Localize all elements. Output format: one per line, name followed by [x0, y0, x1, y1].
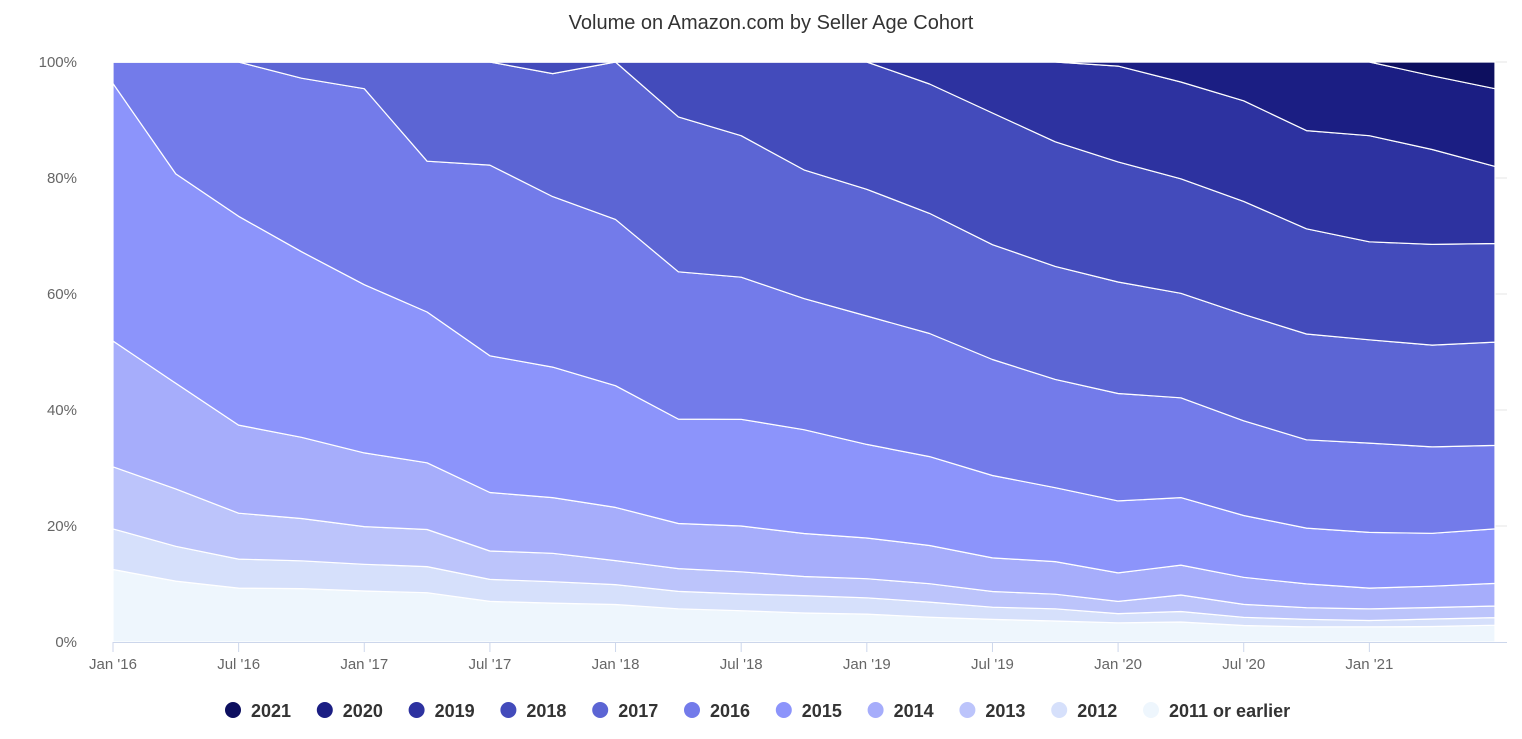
legend-item[interactable]: 2014	[867, 701, 934, 721]
x-tick-label: Jan '21	[1345, 656, 1393, 673]
x-tick-label: Jan '18	[592, 656, 640, 673]
legend-item[interactable]: 2017	[592, 701, 658, 721]
x-tick-label: Jul '18	[720, 656, 763, 673]
series-area-2021	[112, 61, 1496, 90]
legend-marker-2011-or-earlier	[1143, 702, 1159, 718]
legend-item[interactable]: 2013	[959, 701, 1025, 721]
legend-item[interactable]: 2012	[1051, 701, 1117, 721]
y-tick-label: 40%	[47, 402, 77, 419]
chart-title: Volume on Amazon.com by Seller Age Cohor…	[569, 12, 974, 34]
legend-marker-2012	[1051, 702, 1068, 718]
legend-marker-2020	[316, 702, 333, 718]
x-tick-label: Jan '20	[1094, 656, 1142, 673]
area-layer	[112, 61, 1496, 643]
legend-label: 2015	[802, 701, 842, 721]
legend-label: 2017	[618, 701, 658, 721]
x-tick-label: Jul '19	[971, 656, 1014, 673]
x-tick-label: Jul '16	[217, 656, 260, 673]
x-tick-label: Jul '20	[1222, 656, 1265, 673]
legend-item[interactable]: 2011 or earlier	[1143, 701, 1290, 721]
legend-marker-2014	[867, 702, 884, 718]
legend-label: 2020	[343, 701, 383, 721]
legend-label: 2013	[985, 701, 1025, 721]
legend-label: 2021	[251, 701, 291, 721]
x-tick-label: Jan '19	[843, 656, 891, 673]
legend-item[interactable]: 2018	[500, 701, 566, 721]
y-tick-label: 60%	[47, 286, 77, 303]
x-tick-label: Jan '17	[340, 656, 388, 673]
legend-marker-2016	[684, 702, 700, 718]
legend-marker-2018	[500, 702, 517, 718]
legend-item[interactable]: 2020	[316, 701, 383, 721]
x-tick-label: Jan '16	[89, 656, 137, 673]
legend-marker-2019	[408, 702, 425, 718]
legend-marker-2015	[775, 702, 792, 718]
legend-marker-2021	[225, 702, 241, 718]
legend-label: 2018	[526, 701, 566, 721]
y-tick-label: 20%	[47, 518, 77, 535]
legend-label: 2012	[1077, 701, 1117, 721]
legend-item[interactable]: 2021	[225, 701, 291, 721]
y-tick-label: 0%	[55, 634, 77, 651]
legend-label: 2011 or earlier	[1169, 701, 1290, 721]
y-tick-label: 100%	[39, 54, 77, 71]
x-tick-label: Jul '17	[468, 656, 511, 673]
legend-item[interactable]: 2016	[684, 701, 750, 721]
legend-marker-2013	[959, 702, 976, 718]
legend-item[interactable]: 2019	[408, 701, 475, 721]
legend-item[interactable]: 2015	[775, 701, 842, 721]
legend: 2021 2020 2019 2018 2017 2016 2015 2014 2013 2012…	[225, 701, 1290, 721]
legend-marker-2017	[592, 702, 609, 718]
legend-label: 2016	[710, 701, 750, 721]
axis-layer: 0% 20% 40% 60% 80% 100% Jan '16 Jul '16 Jan '17 J…	[39, 54, 1507, 673]
legend-label: 2019	[435, 701, 475, 721]
legend-label: 2014	[894, 701, 934, 721]
y-tick-label: 80%	[47, 170, 77, 187]
